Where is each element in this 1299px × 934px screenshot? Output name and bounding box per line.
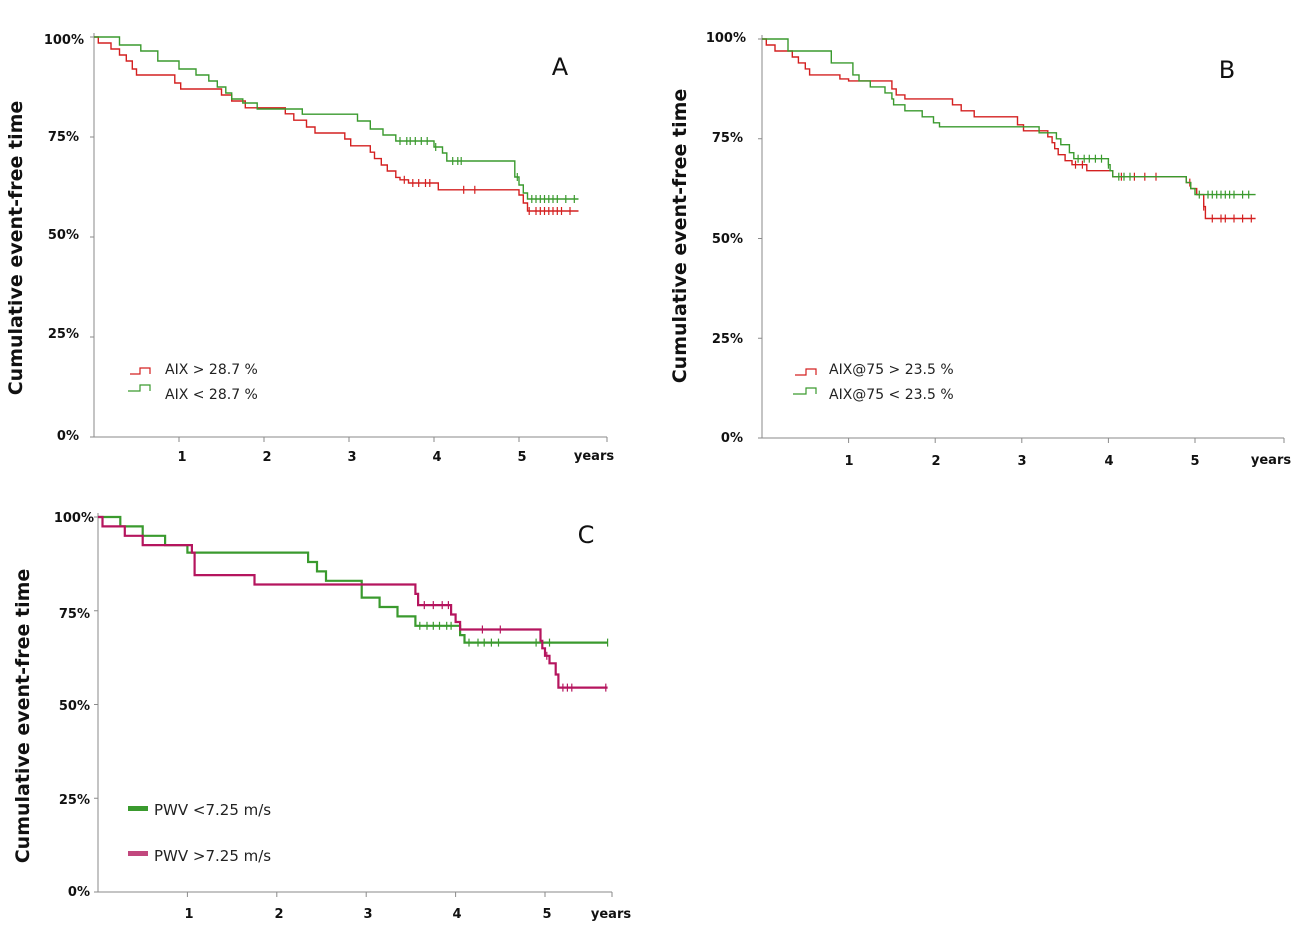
panel-c-ytick-75: 75% xyxy=(59,607,90,622)
panel-b-ytick-75: 75% xyxy=(712,131,743,146)
panel-b-ticks: 0% 25% 50% 75% 100% 1 2 3 4 5 xyxy=(706,31,1200,469)
panel-b-xtick-4: 4 xyxy=(1104,454,1113,469)
panel-a-axes xyxy=(90,33,608,442)
panel-a-series xyxy=(94,36,579,215)
panel-b-ytick-25: 25% xyxy=(712,332,743,347)
panel-b-xtick-2: 2 xyxy=(931,454,940,469)
panel-c-xlabel: years xyxy=(591,907,631,922)
panel-a-ticks: 0% 25% 50% 75% 100% 1 2 3 4 5 xyxy=(44,33,527,465)
panel-c-ytick-50: 50% xyxy=(59,699,90,714)
panel-c-legend-label-1: PWV >7.25 m/s xyxy=(154,847,271,865)
panel-a-ytick-0: 0% xyxy=(57,429,79,444)
panel-b-axes xyxy=(758,35,1285,443)
panel-b-ylabel: Cumulative event-free time xyxy=(669,89,691,384)
panel-c-ytick-25: 25% xyxy=(59,793,90,808)
panel-b-ytick-0: 0% xyxy=(721,431,743,446)
panel-a-xtick-4: 4 xyxy=(432,450,441,465)
panel-a-label: A xyxy=(552,53,569,81)
panel-b: Cumulative event-free time B years 0% 25… xyxy=(669,31,1291,469)
panel-b-ytick-50: 50% xyxy=(712,232,743,247)
panel-c-ylabel: Cumulative event-free time xyxy=(12,569,34,864)
panel-c-legend: PWV <7.25 m/s PWV >7.25 m/s xyxy=(128,801,271,865)
panel-b-xtick-1: 1 xyxy=(844,454,853,469)
panel-a-legend-label-0: AIX > 28.7 % xyxy=(165,362,258,378)
panel-a-ytick-75: 75% xyxy=(48,130,79,145)
panel-c-axes xyxy=(94,513,613,897)
panel-a-legend-swatch-1 xyxy=(128,384,151,392)
panel-b-ytick-100: 100% xyxy=(706,31,746,46)
panel-c-ytick-100: 100% xyxy=(54,511,94,526)
panel-c-series-0-line xyxy=(98,515,608,644)
panel-a-xtick-5: 5 xyxy=(517,450,526,465)
panel-b-xtick-3: 3 xyxy=(1017,454,1026,469)
panel-b-legend-swatch-0 xyxy=(795,368,817,376)
panel-a-series-0-line xyxy=(94,36,579,212)
panel-c-xtick-1: 1 xyxy=(184,907,193,922)
panel-a-series-1-line xyxy=(94,36,579,200)
panel-b-label: B xyxy=(1219,56,1235,84)
panel-b-legend-swatch-1 xyxy=(793,387,817,395)
panel-c-ticks: 0% 25% 50% 75% 100% 1 2 3 4 5 xyxy=(54,511,552,922)
panel-a: Cumulative event-free time A years 0% 25… xyxy=(5,33,614,465)
panel-b-legend-label-0: AIX@75 > 23.5 % xyxy=(829,362,954,378)
panel-a-ytick-50: 50% xyxy=(48,228,79,243)
panel-c-legend-label-0: PWV <7.25 m/s xyxy=(154,801,271,819)
panel-b-series-0-line xyxy=(762,38,1256,220)
panel-b-xtick-5: 5 xyxy=(1190,454,1199,469)
panel-a-xlabel: years xyxy=(574,449,614,464)
panel-c-xtick-3: 3 xyxy=(363,907,372,922)
panel-b-xlabel: years xyxy=(1251,453,1291,468)
panel-a-xtick-1: 1 xyxy=(177,450,186,465)
panel-a-ytick-100: 100% xyxy=(44,33,84,48)
panel-c-series-1-line xyxy=(98,515,608,689)
panel-c-xtick-4: 4 xyxy=(452,907,461,922)
panel-a-legend-swatch-0 xyxy=(130,367,151,375)
panel-b-legend-label-1: AIX@75 < 23.5 % xyxy=(829,387,954,403)
panel-a-legend-label-1: AIX < 28.7 % xyxy=(165,387,258,403)
panel-c: Cumulative event-free time C years 0% 25… xyxy=(12,511,631,922)
panel-b-series-1-line xyxy=(762,38,1256,196)
panel-c-label: C xyxy=(578,521,595,549)
panel-b-legend: AIX@75 > 23.5 % AIX@75 < 23.5 % xyxy=(793,362,954,403)
panel-c-legend-swatch-0 xyxy=(128,806,148,811)
panel-a-ylabel: Cumulative event-free time xyxy=(5,101,27,396)
panel-c-xtick-5: 5 xyxy=(542,907,551,922)
panel-c-ytick-0: 0% xyxy=(68,885,90,900)
panel-c-xtick-2: 2 xyxy=(274,907,283,922)
panel-b-series xyxy=(762,38,1256,223)
panel-a-xtick-3: 3 xyxy=(347,450,356,465)
panel-c-series xyxy=(98,515,609,692)
panel-c-legend-swatch-1 xyxy=(128,851,148,856)
panel-a-ytick-25: 25% xyxy=(48,327,79,342)
panel-a-legend: AIX > 28.7 % AIX < 28.7 % xyxy=(128,362,258,403)
panel-a-xtick-2: 2 xyxy=(262,450,271,465)
